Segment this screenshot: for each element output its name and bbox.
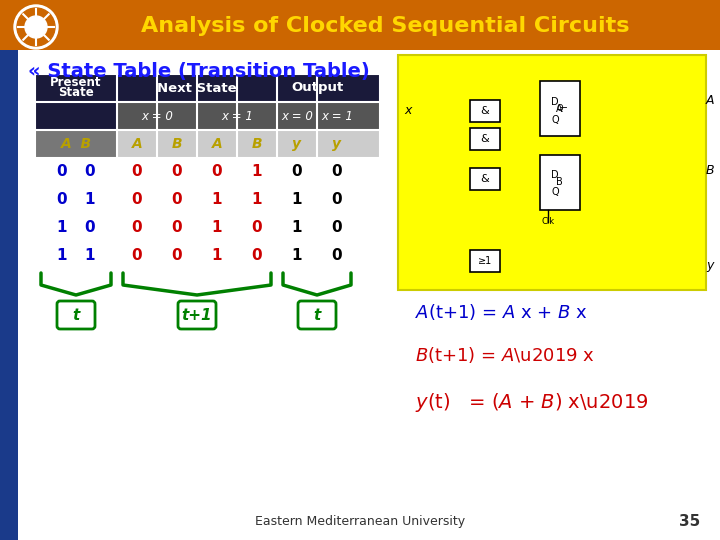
FancyBboxPatch shape <box>36 215 379 242</box>
Text: 1: 1 <box>212 192 222 207</box>
Text: t: t <box>313 307 320 322</box>
FancyBboxPatch shape <box>35 74 380 270</box>
Text: A  B: A B <box>60 137 91 151</box>
Text: Q: Q <box>557 104 563 112</box>
Text: A: A <box>132 137 143 151</box>
Circle shape <box>17 8 55 46</box>
FancyBboxPatch shape <box>36 243 379 270</box>
Text: 0: 0 <box>85 165 95 179</box>
Text: y: y <box>333 137 341 151</box>
FancyBboxPatch shape <box>36 159 379 186</box>
Text: 0: 0 <box>252 220 262 235</box>
Text: 0: 0 <box>212 165 222 179</box>
Circle shape <box>14 5 58 49</box>
Text: &: & <box>481 134 490 144</box>
Text: 35: 35 <box>679 515 700 530</box>
FancyBboxPatch shape <box>0 0 720 50</box>
Text: Next State: Next State <box>157 82 237 94</box>
Text: $\mathit{B}$(t+1) = $\mathit{A}$\u2019 x: $\mathit{B}$(t+1) = $\mathit{A}$\u2019 x <box>415 345 595 365</box>
FancyBboxPatch shape <box>540 81 580 136</box>
FancyBboxPatch shape <box>540 155 580 210</box>
FancyBboxPatch shape <box>470 128 500 150</box>
Text: Present: Present <box>50 77 102 90</box>
Text: x = 1: x = 1 <box>321 110 353 123</box>
Text: &: & <box>481 174 490 184</box>
Text: x = 0: x = 0 <box>281 110 313 123</box>
Text: 0: 0 <box>292 165 302 179</box>
FancyBboxPatch shape <box>0 50 18 540</box>
Text: y: y <box>706 259 714 272</box>
FancyBboxPatch shape <box>398 55 706 290</box>
Text: 0: 0 <box>132 220 143 235</box>
Text: 1: 1 <box>85 192 95 207</box>
Text: 0: 0 <box>252 248 262 264</box>
Text: 0: 0 <box>132 248 143 264</box>
Text: 1: 1 <box>57 220 67 235</box>
Text: 0: 0 <box>171 165 182 179</box>
Text: State: State <box>58 86 94 99</box>
Text: ─: ─ <box>560 103 566 113</box>
Text: $\mathit{A}$(t+1) = $\mathit{A}$ x + $\mathit{B}$ x: $\mathit{A}$(t+1) = $\mathit{A}$ x + $\m… <box>415 302 588 322</box>
Text: 1: 1 <box>292 220 302 235</box>
Text: 1: 1 <box>212 248 222 264</box>
FancyBboxPatch shape <box>470 250 500 272</box>
Text: 1: 1 <box>252 165 262 179</box>
Text: 0: 0 <box>132 192 143 207</box>
FancyBboxPatch shape <box>57 301 95 329</box>
Text: B: B <box>556 177 563 187</box>
FancyBboxPatch shape <box>118 103 379 130</box>
Text: x: x <box>405 104 412 117</box>
Text: 1: 1 <box>292 248 302 264</box>
FancyBboxPatch shape <box>36 131 116 158</box>
Text: Eastern Mediterranean University: Eastern Mediterranean University <box>255 516 465 529</box>
Text: t: t <box>73 307 80 322</box>
Text: y: y <box>292 137 302 151</box>
Text: « State Table (Transition Table): « State Table (Transition Table) <box>28 63 370 82</box>
Text: Clk: Clk <box>541 218 554 226</box>
Text: 0: 0 <box>171 192 182 207</box>
Text: $\mathit{y}$(t)   = ($\mathit{A}$ + $\mathit{B}$) x\u2019: $\mathit{y}$(t) = ($\mathit{A}$ + $\math… <box>415 390 649 414</box>
Text: 0: 0 <box>171 220 182 235</box>
Text: B: B <box>706 164 714 177</box>
Text: B: B <box>171 137 182 151</box>
FancyBboxPatch shape <box>118 131 379 158</box>
FancyBboxPatch shape <box>178 301 216 329</box>
Text: Output: Output <box>291 82 343 94</box>
Text: Q: Q <box>552 187 559 197</box>
Text: A: A <box>706 93 714 106</box>
Text: A: A <box>212 137 222 151</box>
Text: 0: 0 <box>57 165 68 179</box>
FancyBboxPatch shape <box>36 103 116 130</box>
Text: 0: 0 <box>332 220 342 235</box>
FancyBboxPatch shape <box>470 100 500 122</box>
Text: D: D <box>552 170 559 180</box>
Text: B: B <box>252 137 262 151</box>
Text: 0: 0 <box>171 248 182 264</box>
FancyBboxPatch shape <box>298 301 336 329</box>
Text: 0: 0 <box>332 192 342 207</box>
FancyBboxPatch shape <box>470 168 500 190</box>
Text: t+1: t+1 <box>181 307 212 322</box>
Text: Q: Q <box>552 115 559 125</box>
Text: ≥1: ≥1 <box>478 256 492 266</box>
FancyBboxPatch shape <box>36 187 379 214</box>
Text: 0: 0 <box>132 165 143 179</box>
Text: 1: 1 <box>57 248 67 264</box>
Text: 1: 1 <box>85 248 95 264</box>
Text: 1: 1 <box>292 192 302 207</box>
Text: Analysis of Clocked Sequential Circuits: Analysis of Clocked Sequential Circuits <box>140 16 629 36</box>
Text: 1: 1 <box>212 220 222 235</box>
Circle shape <box>25 16 47 38</box>
FancyBboxPatch shape <box>36 75 379 102</box>
Text: x = 0: x = 0 <box>141 110 173 123</box>
Text: 0: 0 <box>332 165 342 179</box>
Text: 0: 0 <box>85 220 95 235</box>
Text: x = 1: x = 1 <box>221 110 253 123</box>
Text: A: A <box>556 104 562 114</box>
Text: D: D <box>552 97 559 107</box>
Text: 0: 0 <box>57 192 68 207</box>
Text: &: & <box>481 106 490 116</box>
Text: 1: 1 <box>252 192 262 207</box>
Text: 0: 0 <box>332 248 342 264</box>
